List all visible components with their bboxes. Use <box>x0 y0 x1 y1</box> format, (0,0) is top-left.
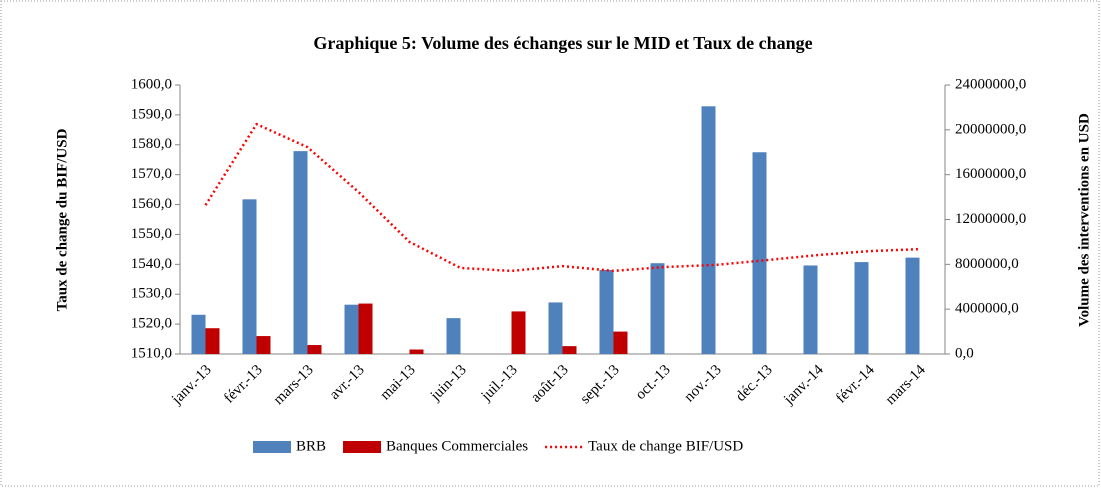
bar <box>344 304 359 354</box>
y2-tick-label: 8000000,0 <box>955 256 1019 272</box>
legend-swatch <box>343 441 382 453</box>
bar <box>293 151 308 354</box>
y-tick-label: 1570,0 <box>131 166 172 182</box>
y-tick-label: 1600,0 <box>131 76 172 92</box>
y-tick-label: 1540,0 <box>131 256 172 272</box>
y-tick-label: 1530,0 <box>131 286 172 302</box>
y2-tick-label: 0,0 <box>955 345 974 361</box>
legend-label: Banques Commerciales <box>386 438 528 454</box>
y2-tick-label: 24000000,0 <box>955 76 1026 92</box>
y2-axis-label: Volume des interventions en USD <box>1076 113 1092 327</box>
chart-title: Graphique 5: Volume des échanges sur le … <box>313 33 812 53</box>
bar <box>599 269 614 354</box>
bar <box>548 302 563 354</box>
bar <box>650 263 665 354</box>
bar <box>905 257 920 354</box>
y2-tick-label: 4000000,0 <box>955 301 1019 317</box>
bar <box>242 199 257 354</box>
y2-tick-label: 20000000,0 <box>955 121 1026 137</box>
line-series <box>204 122 920 273</box>
bar <box>562 346 577 354</box>
y-tick-label: 1560,0 <box>131 196 172 212</box>
legend-label: BRB <box>296 438 326 454</box>
bar <box>409 349 424 354</box>
y2-tick-label: 16000000,0 <box>955 166 1026 182</box>
bar <box>307 345 322 354</box>
bar <box>803 265 818 354</box>
bar <box>191 314 206 354</box>
y-axis-label: Taux de change du BIF/USD <box>54 128 70 311</box>
bar <box>446 318 461 354</box>
bar <box>256 336 271 354</box>
bar <box>511 311 526 354</box>
y2-tick-label: 12000000,0 <box>955 211 1026 227</box>
bar <box>613 331 628 354</box>
bar <box>701 106 716 354</box>
bar <box>752 152 767 354</box>
legend-swatch <box>253 441 291 453</box>
y-tick-label: 1520,0 <box>131 316 172 332</box>
y-tick-label: 1550,0 <box>131 226 172 242</box>
legend-label: Taux de change BIF/USD <box>588 438 743 454</box>
y-tick-label: 1590,0 <box>131 106 172 122</box>
bar <box>358 303 373 354</box>
y-tick-label: 1580,0 <box>131 136 172 152</box>
bar <box>205 328 220 354</box>
bar <box>854 262 869 354</box>
y-tick-label: 1510,0 <box>131 345 172 361</box>
